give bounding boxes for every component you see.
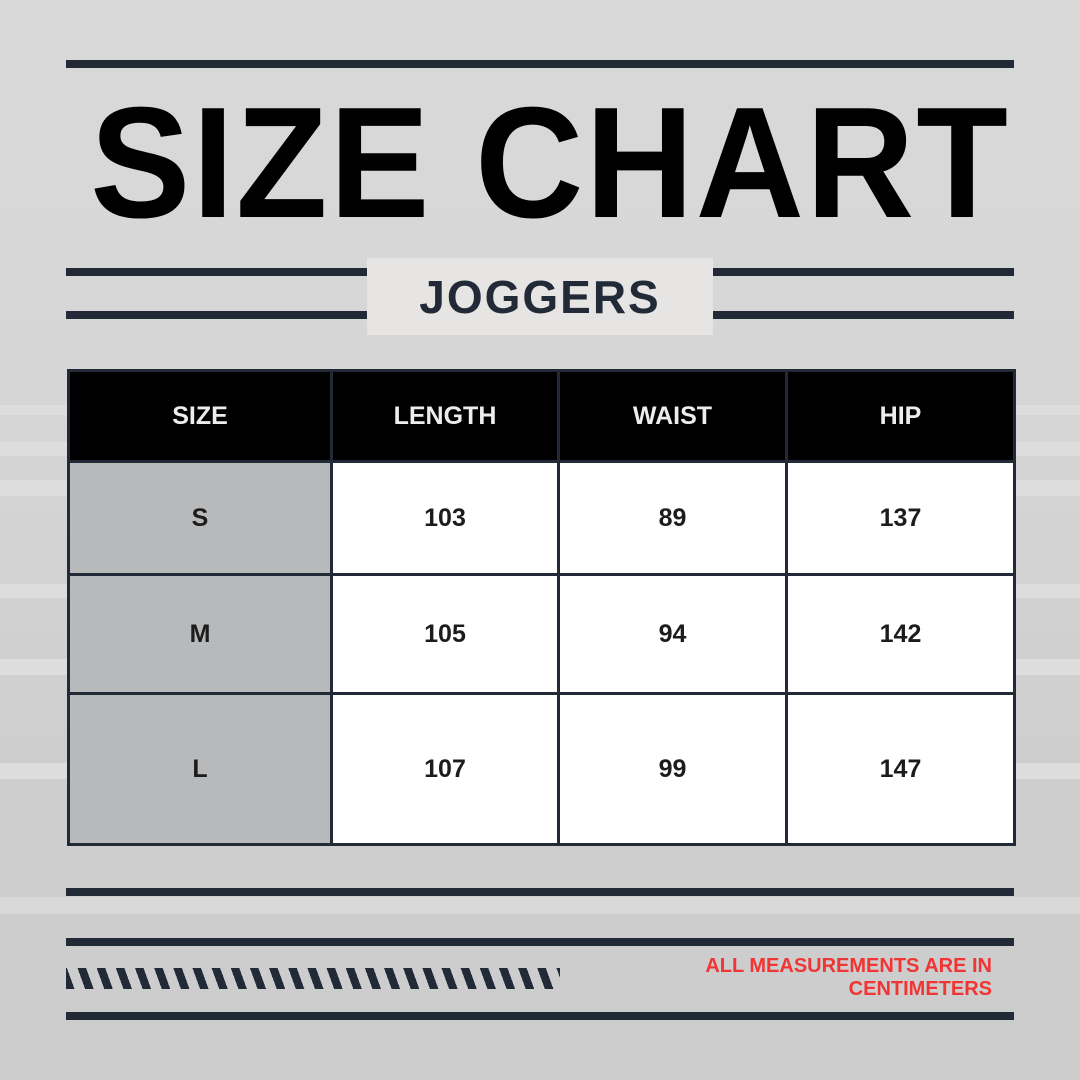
bottom-divider-1 (66, 888, 1014, 896)
length-cell: 105 (330, 573, 560, 695)
size-cell: L (67, 692, 333, 846)
size-cell: S (67, 460, 333, 576)
hip-cell: 147 (785, 692, 1016, 846)
waist-cell: 94 (557, 573, 788, 695)
subtitle-box: JOGGERS (367, 258, 713, 335)
divider-left-bottom (66, 311, 367, 319)
header-waist: WAIST (557, 369, 788, 463)
page-title: SIZE CHART (66, 75, 1014, 251)
waist-cell: 89 (557, 460, 788, 576)
bg-band (0, 897, 1080, 914)
header-length: LENGTH (330, 369, 560, 463)
header-size: SIZE (67, 369, 333, 463)
divider-right-bottom (713, 311, 1014, 319)
table-row: M 105 94 142 (67, 573, 1016, 695)
header-hip: HIP (785, 369, 1016, 463)
divider-left-top (66, 268, 367, 276)
length-cell: 107 (330, 692, 560, 846)
hatch-stripe (66, 968, 560, 989)
table-row: S 103 89 137 (67, 460, 1016, 576)
length-cell: 103 (330, 460, 560, 576)
size-cell: M (67, 573, 333, 695)
size-table: SIZE LENGTH WAIST HIP S 103 89 137 M 105… (67, 369, 1016, 846)
top-divider (66, 60, 1014, 68)
subtitle: JOGGERS (419, 270, 661, 323)
bottom-divider-2 (66, 938, 1014, 946)
measurement-note: ALL MEASUREMENTS ARE IN CENTIMETERS (705, 955, 992, 1000)
divider-right-top (713, 268, 1014, 276)
hip-cell: 142 (785, 573, 1016, 695)
hip-cell: 137 (785, 460, 1016, 576)
bottom-divider-3 (66, 1012, 1014, 1020)
table-row: L 107 99 147 (67, 692, 1016, 846)
table-header-row: SIZE LENGTH WAIST HIP (67, 369, 1016, 463)
waist-cell: 99 (557, 692, 788, 846)
title-text: SIZE CHART (90, 75, 1010, 251)
